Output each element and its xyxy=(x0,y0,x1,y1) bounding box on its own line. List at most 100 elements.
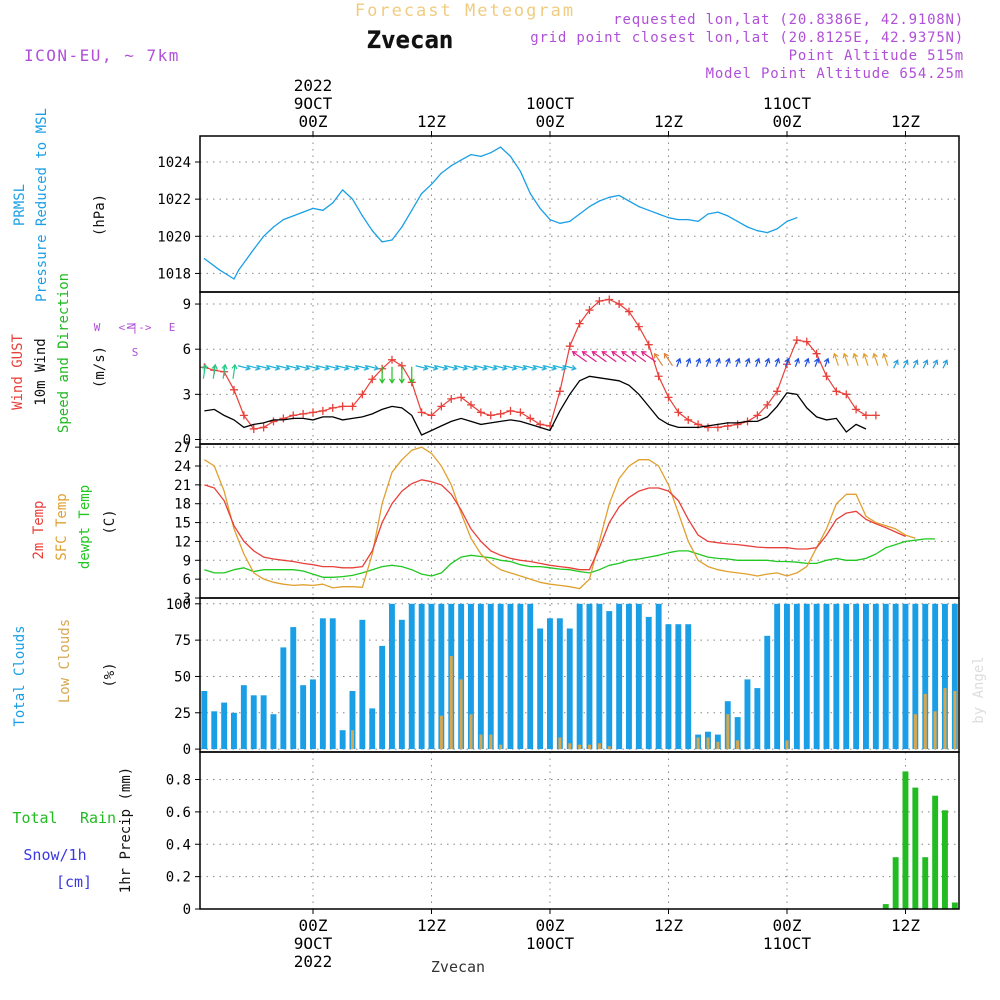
gust-marker xyxy=(634,322,643,331)
gust-marker xyxy=(822,372,831,381)
gust-marker xyxy=(615,300,624,309)
pressure-point xyxy=(786,220,788,222)
low-cloud-bar xyxy=(479,734,483,750)
temp-dew-label: dewpt Temp xyxy=(77,485,93,569)
wind-arrow xyxy=(257,364,271,371)
pressure-point xyxy=(638,206,640,208)
wind-arrow xyxy=(415,364,429,371)
wind-arrow xyxy=(601,351,617,363)
rain-bar xyxy=(932,795,939,909)
pressure-point xyxy=(312,207,314,209)
pressure-point xyxy=(332,202,334,204)
pressure-point xyxy=(282,219,284,221)
ytick-label-2-6: 21 xyxy=(174,478,191,494)
total-cloud-bar xyxy=(655,603,662,750)
pressure-point xyxy=(579,213,581,215)
total-cloud-bar xyxy=(626,603,632,750)
total-cloud-bar xyxy=(310,679,316,750)
wind-dir-label: Speed and Direction xyxy=(56,273,72,433)
low-cloud-bar xyxy=(607,746,611,750)
total-cloud-bar xyxy=(912,603,919,750)
ytick-label-4-1: 0.2 xyxy=(166,870,191,886)
wind-arrow xyxy=(893,359,899,369)
bottom-xtick-label-3-0: 12Z xyxy=(654,916,683,935)
gust-marker xyxy=(625,307,633,316)
total-cloud-bar xyxy=(606,611,613,750)
low-cloud-bar xyxy=(913,714,917,750)
wind-arrow xyxy=(882,352,889,366)
wind-arrow xyxy=(922,359,929,369)
low-cloud-bar xyxy=(439,715,443,750)
pressure-point xyxy=(351,198,354,200)
wind-arrow xyxy=(524,364,538,371)
pressure-point xyxy=(628,200,630,202)
ytick-label-3-0: 0 xyxy=(183,742,191,758)
low-cloud-bar xyxy=(351,730,354,750)
temp-unit: (C) xyxy=(102,509,118,534)
ytick-label-2-4: 15 xyxy=(174,516,191,532)
wind-arrow xyxy=(794,357,800,367)
total-cloud-bar xyxy=(547,618,553,750)
wind-unit: (m/s) xyxy=(92,346,108,388)
total-cloud-bar xyxy=(221,702,228,750)
low-cloud-bar xyxy=(588,744,591,750)
pressure-point xyxy=(203,258,205,260)
wind-arrow xyxy=(543,364,558,371)
wind-arrow xyxy=(514,364,528,371)
wind-arrow xyxy=(366,364,380,371)
gust-marker xyxy=(832,387,841,396)
wind-arrow xyxy=(231,363,238,379)
pressure-point xyxy=(588,206,591,208)
wind-arrow xyxy=(804,357,810,367)
pressure-point xyxy=(746,226,749,228)
gust-marker xyxy=(467,400,475,409)
total-cloud-bar xyxy=(468,603,474,750)
total-cloud-bar xyxy=(902,603,909,750)
wind-arrow xyxy=(379,366,386,384)
ytick-label-0-2: 1022 xyxy=(157,192,191,208)
gust-marker xyxy=(486,411,495,420)
t2m-line xyxy=(204,479,906,571)
gust-marker xyxy=(595,297,604,306)
gust-marker xyxy=(417,408,426,417)
wind-arrow xyxy=(287,364,301,371)
gust-marker xyxy=(773,387,782,396)
gust-marker xyxy=(852,405,861,414)
total-cloud-bar xyxy=(428,603,435,750)
low-cloud-bar xyxy=(953,691,957,750)
wind-arrow xyxy=(705,357,712,367)
pressure-point xyxy=(292,215,294,217)
pressure-point xyxy=(687,219,689,221)
total-cloud-bar xyxy=(892,603,899,750)
ytick-label-2-2: 9 xyxy=(183,553,191,569)
pressure-point xyxy=(272,226,275,228)
gust-marker xyxy=(704,423,712,432)
pressure-point xyxy=(766,232,768,234)
wind-arrow xyxy=(675,357,682,367)
gust-marker xyxy=(279,414,288,423)
frame-layer: 1018102010221024036936912151821242702550… xyxy=(157,76,960,971)
pressure-point xyxy=(361,215,363,217)
total-cloud-bar xyxy=(507,603,514,750)
wind-speed-line xyxy=(204,375,867,436)
pressure-point xyxy=(598,200,601,202)
wind-arrow xyxy=(872,352,879,366)
total-cloud-bar xyxy=(349,691,356,750)
pressure-point xyxy=(539,207,541,209)
wind-arrow xyxy=(237,364,251,371)
temp-2m-label: 2m Temp xyxy=(31,500,47,559)
wind-arrow xyxy=(653,352,664,367)
total-clouds-label: Total Clouds xyxy=(12,625,28,726)
bottom-xtick-label-4-0: 00Z xyxy=(773,916,802,935)
wind-arrow xyxy=(425,364,439,371)
ytick-label-0-1: 1020 xyxy=(157,229,191,245)
pressure-point xyxy=(490,152,492,154)
total-cloud-bar xyxy=(201,691,208,750)
gust-marker xyxy=(239,411,248,420)
total-cloud-bar xyxy=(389,603,395,750)
bottom-xtick-label-0-1: 9OCT xyxy=(294,934,333,953)
pressure-point xyxy=(460,159,462,161)
gust-marker xyxy=(862,411,870,420)
wind-arrow xyxy=(571,351,587,363)
gust-marker xyxy=(605,295,614,304)
